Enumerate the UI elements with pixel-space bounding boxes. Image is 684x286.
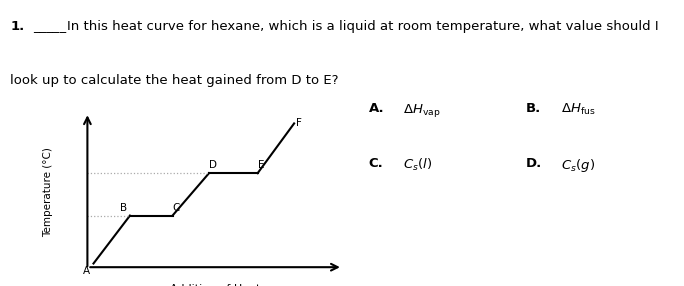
- Text: D: D: [209, 160, 217, 170]
- Text: $\Delta H_{\mathrm{fus}}$: $\Delta H_{\mathrm{fus}}$: [561, 102, 595, 117]
- Text: B.: B.: [526, 102, 541, 114]
- Text: $C_s(g)$: $C_s(g)$: [561, 156, 595, 174]
- Text: A: A: [83, 266, 90, 276]
- Text: C.: C.: [369, 156, 384, 170]
- Text: A.: A.: [369, 102, 384, 114]
- Text: $\Delta H_{\mathrm{vap}}$: $\Delta H_{\mathrm{vap}}$: [404, 102, 441, 118]
- Text: C: C: [172, 203, 180, 213]
- Text: $C_s(l)$: $C_s(l)$: [404, 156, 433, 173]
- Text: Temperature (°C): Temperature (°C): [43, 147, 53, 237]
- Text: Addition of Heat: Addition of Heat: [170, 284, 261, 286]
- Text: In this heat curve for hexane, which is a liquid at room temperature, what value: In this heat curve for hexane, which is …: [67, 20, 659, 33]
- Text: 1.: 1.: [10, 20, 25, 33]
- Text: _____: _____: [33, 20, 66, 33]
- Text: B: B: [120, 203, 127, 213]
- Text: F: F: [295, 118, 302, 128]
- Text: E: E: [258, 160, 264, 170]
- Text: D.: D.: [526, 156, 542, 170]
- Text: look up to calculate the heat gained from D to E?: look up to calculate the heat gained fro…: [10, 74, 339, 87]
